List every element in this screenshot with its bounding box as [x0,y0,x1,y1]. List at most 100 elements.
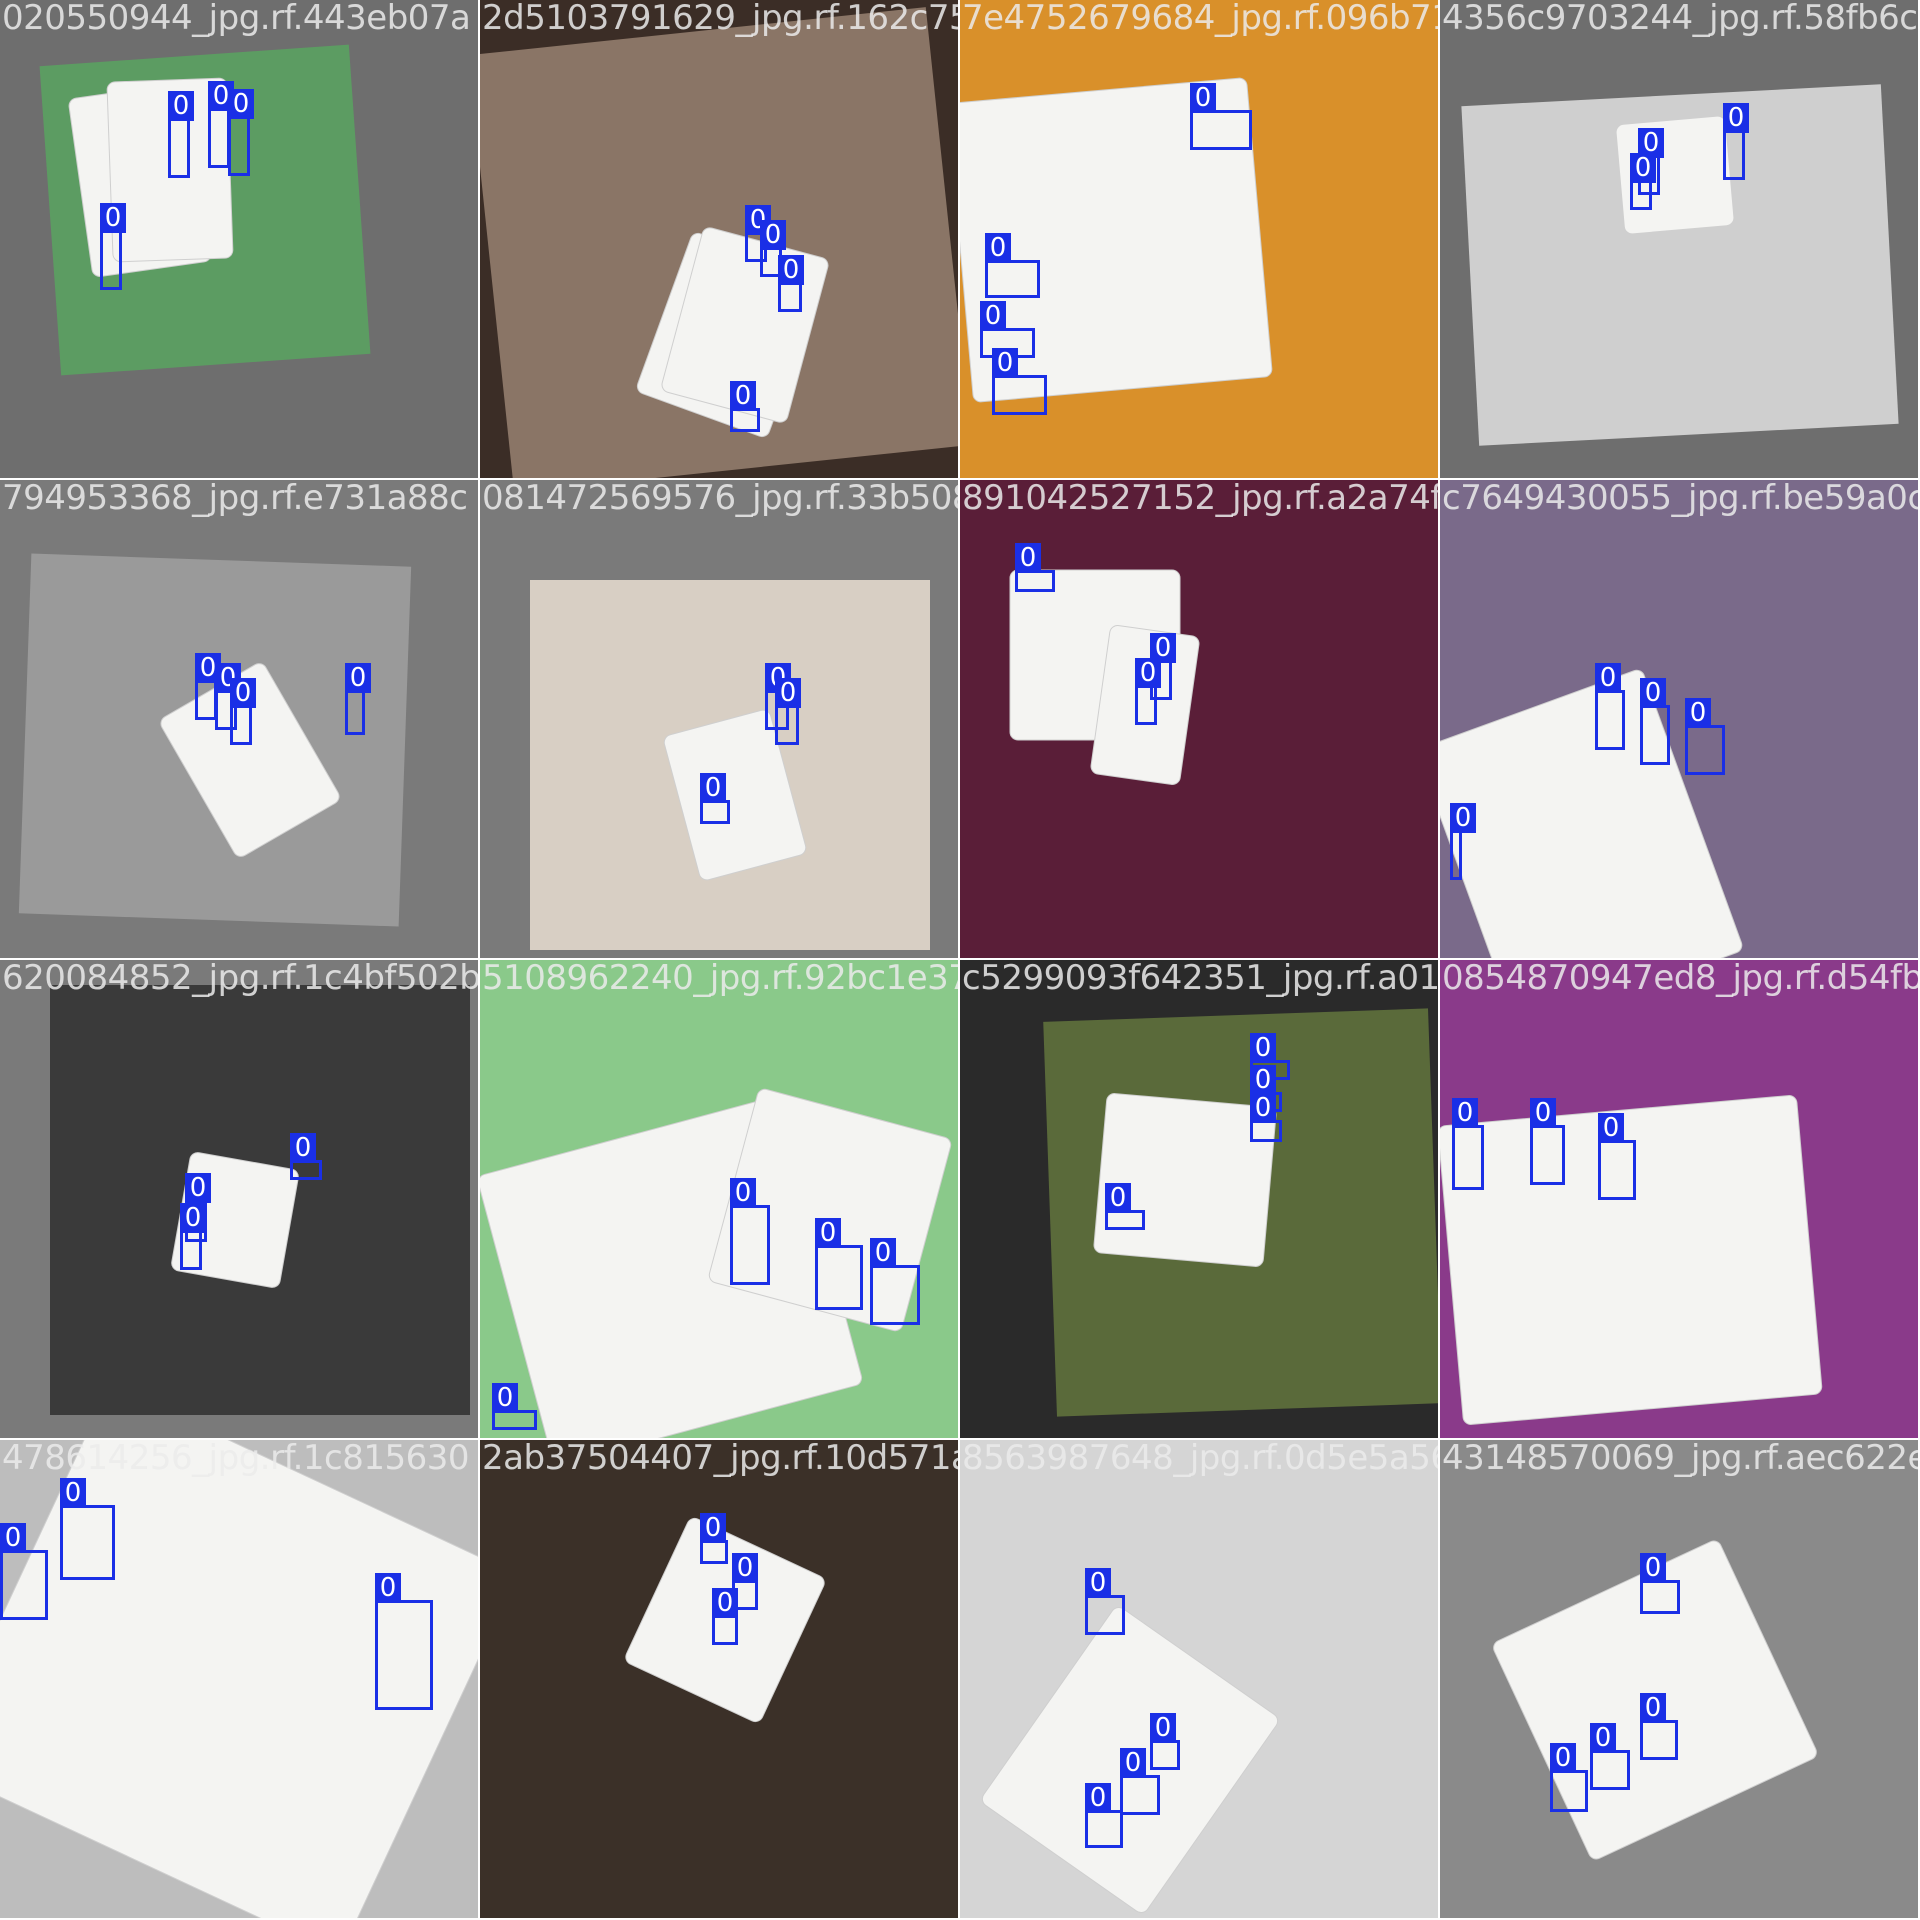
class-label: 0 [778,255,804,285]
image-tile: 7e4752679684_jpg.rf.096b71bc30000 [960,0,1438,478]
class-label: 0 [1250,1093,1276,1123]
scene-image [480,1440,958,1918]
bounding-box: 0 [1250,1093,1282,1142]
bounding-box: 0 [992,348,1047,415]
bounding-box: 0 [700,773,730,824]
bounding-box: 0 [1150,1713,1180,1770]
class-label: 0 [712,1588,738,1618]
bounding-box: 0 [228,89,254,176]
class-label: 0 [985,233,1011,263]
bounding-box: 0 [100,203,126,290]
scene-image [480,7,958,478]
bounding-box: 0 [0,1523,48,1620]
bounding-box: 0 [1685,698,1725,775]
bounding-box: 0 [730,381,760,432]
class-label: 0 [168,91,194,121]
bounding-box: 0 [1590,1723,1630,1790]
class-label: 0 [1150,1713,1176,1743]
bounding-box: 0 [815,1218,863,1310]
scene-image [530,580,930,950]
bounding-box: 0 [1530,1098,1565,1185]
bounding-box: 0 [985,233,1040,298]
bounding-box: 0 [180,1203,206,1270]
bounding-box: 0 [778,255,804,312]
class-label: 0 [1598,1113,1624,1143]
bounding-box: 0 [1190,83,1252,150]
class-label: 0 [815,1218,841,1248]
class-label: 0 [60,1478,86,1508]
scene-image [18,553,412,927]
scene-image [1440,960,1918,1438]
playing-card [160,663,340,857]
class-label: 0 [1250,1033,1276,1063]
class-label: 0 [230,678,256,708]
bounding-box: 0 [730,1178,770,1285]
playing-card [1440,1095,1823,1425]
class-label: 0 [492,1383,518,1413]
class-label: 0 [1640,1553,1666,1583]
bounding-box: 0 [230,678,256,745]
class-label: 0 [775,678,801,708]
class-label: 0 [1723,103,1749,133]
class-label: 0 [1452,1098,1478,1128]
playing-card [1440,669,1743,958]
bounding-box: 0 [195,653,221,720]
image-tile: 2d5103791629_jpg.rf.162c750720000 [480,0,958,478]
bounding-box: 0 [700,1513,728,1564]
bounding-box: 0 [1105,1183,1145,1230]
bounding-box: 0 [1640,1693,1678,1760]
class-label: 0 [1085,1568,1111,1598]
playing-card [0,1440,478,1918]
class-label: 0 [1450,803,1476,833]
class-label: 0 [375,1573,401,1603]
image-tile: 5108962240_jpg.rf.92bc1e37 0 0 0 0 [480,960,958,1438]
class-label: 0 [1640,678,1666,708]
bounding-box: 0 [375,1573,433,1710]
class-label: 0 [1190,83,1216,113]
bounding-box: 0 [208,81,234,168]
class-label: 0 [290,1133,316,1163]
bounding-box: 0 [60,1478,115,1580]
bounding-box: 0 [775,678,801,745]
bounding-box: 0 [1085,1783,1123,1848]
image-tile: 478614256_jpg.rf.1c815630 0 0 0 [0,1440,478,1918]
class-label: 0 [180,1203,206,1233]
image-tile: 8563987648_jpg.rf.0d5e5a56 0 0 0 0 [960,1440,1438,1918]
bounding-box: 0 [1120,1748,1160,1815]
bounding-box: 0 [492,1383,537,1430]
class-label: 0 [1120,1748,1146,1778]
playing-card [663,709,807,881]
playing-card [1093,1093,1277,1267]
scene-image [480,960,958,1438]
bounding-box: 0 [732,1553,758,1610]
playing-card [625,1517,825,1723]
class-label: 0 [980,301,1006,331]
bounding-box: 0 [1015,543,1055,592]
class-label: 0 [730,381,756,411]
image-tile: 794953368_jpg.rf.e731a88c 0 0 0 0 [0,480,478,958]
scene-image [1440,480,1918,958]
bounding-box: 0 [1640,678,1670,765]
image-tile: c7649430055_jpg.rf.be59a0ca 0 0 0 0 [1440,480,1918,958]
class-label: 0 [1590,1723,1616,1753]
class-label: 0 [732,1553,758,1583]
image-tile: 0854870947ed8_jpg.rf.d54fb445ed5000 [1440,960,1918,1438]
bounding-box: 0 [870,1238,920,1325]
class-label: 0 [228,89,254,119]
image-tile: 020550944_jpg.rf.443eb07a 0 0 0 0 [0,0,478,478]
image-tile: 43148570069_jpg.rf.aec622ea 0 0 0 0 [1440,1440,1918,1918]
scene-image [39,44,371,376]
bounding-box: 0 [1595,663,1625,750]
class-label: 0 [1685,698,1711,728]
class-label: 0 [1135,658,1161,688]
image-tile: 2ab37504407_jpg.rf.10d571a08000 [480,1440,958,1918]
image-tile: 620084852_jpg.rf.1c4bf502b 0 0 0 [0,960,478,1438]
image-tile: 4356c9703244_jpg.rf.58fb6c1503000 [1440,0,1918,478]
bounding-box: 0 [1630,153,1656,210]
class-label: 0 [345,663,371,693]
bounding-box: 0 [1452,1098,1484,1190]
bounding-box: 0 [1550,1743,1588,1812]
scene-image [50,985,470,1415]
bounding-box: 0 [1640,1553,1680,1614]
